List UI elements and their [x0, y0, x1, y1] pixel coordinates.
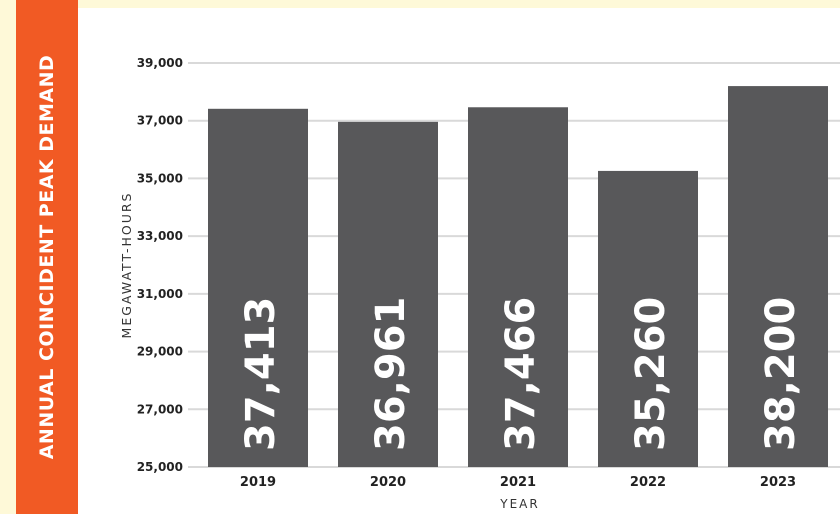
bar-2022: [598, 170, 698, 467]
y-axis-ticks: 39,000 37,000 35,000 33,000 31,000 29,000 27,0…: [137, 56, 183, 474]
bars: 37,413 36,961 37,466 35,260 38,200: [208, 86, 828, 468]
bar-value-label: 37,413: [238, 297, 284, 451]
y-tick-label: 27,000: [137, 402, 183, 416]
y-axis-label: MEGAWATT-HOURS: [119, 192, 134, 339]
side-title-band: [16, 0, 78, 514]
x-tick-label: 2023: [760, 475, 796, 490]
x-tick-label: 2021: [500, 475, 536, 490]
y-tick-label: 37,000: [137, 114, 183, 128]
bar-value-label: 36,961: [368, 297, 414, 451]
y-tick-label: 25,000: [137, 460, 183, 474]
x-axis-ticks: 2019 2020 2021 2022 2023: [240, 475, 796, 490]
bar-value-label: 38,200: [758, 297, 804, 451]
bar-2019: [208, 108, 308, 467]
x-tick-label: 2022: [630, 475, 666, 490]
bar-value-label: 35,260: [628, 297, 674, 451]
x-axis-label: YEAR: [499, 497, 539, 511]
y-tick-label: 33,000: [137, 229, 183, 243]
y-tick-label: 29,000: [137, 345, 183, 359]
x-tick-label: 2019: [240, 475, 276, 490]
y-tick-label: 39,000: [137, 56, 183, 70]
bar-2020: [338, 121, 438, 467]
y-tick-label: 35,000: [137, 171, 183, 185]
bar-2023: [728, 86, 828, 467]
chart-panel: [78, 8, 840, 514]
x-tick-label: 2020: [370, 475, 406, 490]
bar-value-label: 37,466: [498, 297, 544, 451]
y-tick-label: 31,000: [137, 287, 183, 301]
bar-2021: [468, 107, 568, 468]
